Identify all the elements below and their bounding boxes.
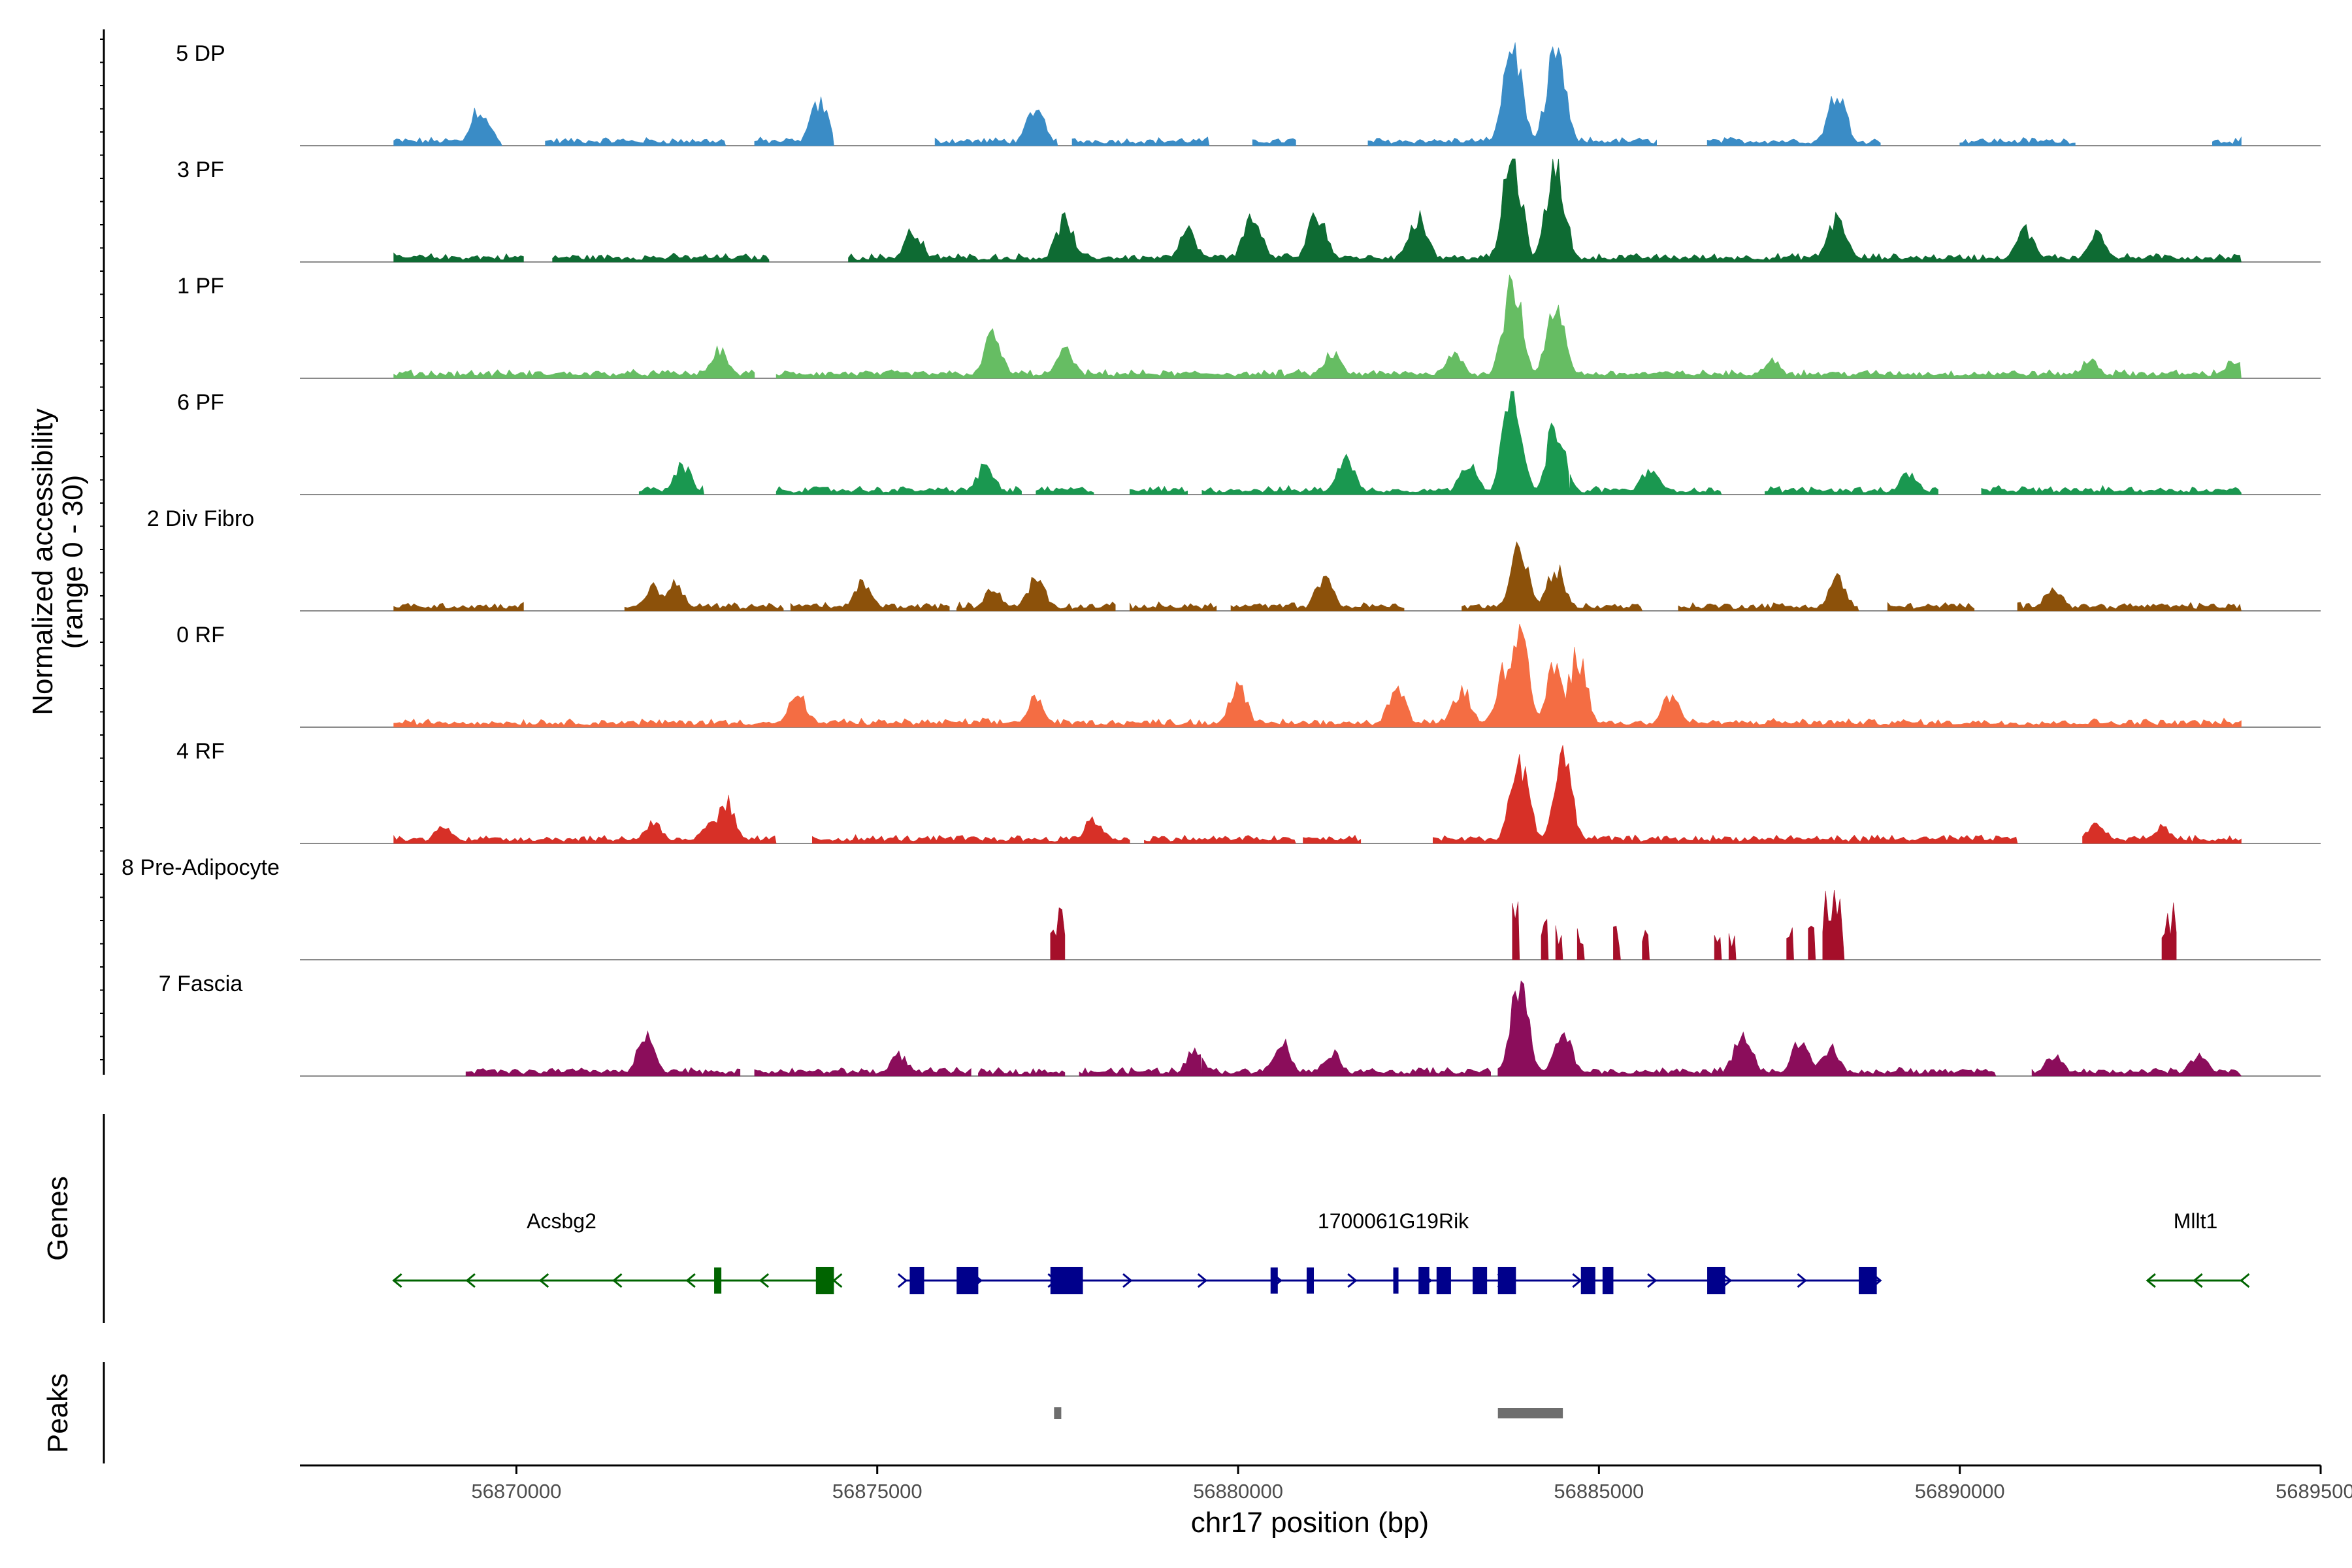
coverage-area [393, 623, 2242, 728]
exon [1306, 1267, 1315, 1294]
coverage-y-ticks [100, 39, 104, 1060]
exon [1497, 1267, 1516, 1294]
strand-arrow [1797, 1273, 1807, 1288]
exon [815, 1267, 834, 1294]
exon [956, 1267, 979, 1294]
strand-arrow [465, 1273, 476, 1288]
track-label: 0 RF [176, 623, 225, 647]
coverage-tracks: 5 DP 3 PF 1 PF 6 PF 2 Div Fibro 0 RF 4 RF 8 Pre… [122, 41, 2321, 1077]
strand-arrow [392, 1273, 402, 1288]
strand-arrow [612, 1273, 623, 1288]
x-tick-label: 56890000 [1915, 1480, 2005, 1503]
exon [1436, 1267, 1451, 1294]
gene-annotation-track: Acsbg2 1700061G19Rik Mllt1 [392, 1209, 2250, 1294]
track-label: 5 DP [176, 41, 225, 66]
track-label: 1 PF [177, 274, 224, 299]
coverage-area [638, 391, 2242, 495]
track-label: 2 Div Fibro [147, 506, 254, 531]
gene-1700061g19rik: 1700061G19Rik [897, 1209, 1882, 1294]
strand-arrow [685, 1273, 696, 1288]
gene-acsbg2: Acsbg2 [392, 1209, 843, 1294]
strand-arrow [2146, 1273, 2156, 1288]
track-7-fascia: 7 Fascia [159, 972, 2321, 1077]
track-label: 7 Fascia [159, 972, 243, 996]
y-axis-title-line2: (range 0 - 30) [57, 475, 89, 649]
exon [1580, 1267, 1595, 1294]
strand-arrow [1572, 1273, 1582, 1288]
track-label: 3 PF [177, 157, 224, 182]
strand-arrow [759, 1273, 770, 1288]
exon [1707, 1267, 1725, 1294]
x-tick-label: 56870000 [471, 1480, 561, 1503]
x-tick-label: 56885000 [1554, 1480, 1644, 1503]
strand-arrow [538, 1273, 549, 1288]
track-label: 4 RF [176, 739, 225, 764]
track-2-div-fibro: 2 Div Fibro [147, 506, 2321, 612]
strand-arrow [897, 1273, 908, 1288]
strand-arrow [832, 1273, 843, 1288]
track-8-pre-adipocyte: 8 Pre-Adipocyte [122, 855, 2321, 960]
strand-arrow [1197, 1273, 1208, 1288]
peak-region [1054, 1407, 1062, 1419]
exon [1418, 1267, 1429, 1294]
coverage-area [393, 158, 2242, 263]
exon [1602, 1267, 1614, 1294]
exon [909, 1267, 924, 1294]
track-0-rf: 0 RF [176, 623, 2321, 728]
coverage-area [393, 541, 2242, 612]
exon [1393, 1267, 1399, 1294]
gene-label: Mllt1 [2174, 1209, 2218, 1233]
x-axis-ticks: 56870000 56875000 56880000 56885000 56890000… [471, 1465, 2352, 1503]
track-3-pf: 3 PF [177, 157, 2321, 263]
exon [1859, 1267, 1877, 1294]
gene-label: 1700061G19Rik [1318, 1209, 1469, 1233]
coverage-area [393, 42, 2242, 146]
x-tick-label: 56875000 [832, 1480, 923, 1503]
track-5-dp: 5 DP [176, 41, 2321, 146]
x-axis-title: chr17 position (bp) [1191, 1507, 1429, 1539]
y-axis-title: Normalized accessibility (range 0 - 30) [27, 408, 89, 715]
strand-arrow [1722, 1273, 1733, 1288]
coverage-area [1050, 889, 2177, 960]
exon [714, 1267, 722, 1294]
strand-arrow [2193, 1273, 2203, 1288]
x-tick-label: 56895000 [2276, 1480, 2352, 1503]
track-label: 6 PF [177, 390, 224, 415]
strand-arrow [1347, 1273, 1358, 1288]
y-axis-title-line1: Normalized accessibility [27, 408, 59, 715]
coverage-area [465, 980, 2242, 1077]
strand-arrow [1647, 1273, 1658, 1288]
gene-mllt1: Mllt1 [2146, 1209, 2250, 1288]
exon [1050, 1267, 1083, 1294]
exon [1270, 1267, 1278, 1294]
strand-arrow [1122, 1273, 1133, 1288]
genes-panel-label: Genes [42, 1176, 74, 1261]
peaks-track [1054, 1407, 1563, 1419]
exon [1473, 1267, 1488, 1294]
track-4-rf: 4 RF [176, 739, 2321, 844]
track-label: 8 Pre-Adipocyte [122, 855, 280, 880]
peaks-panel-label: Peaks [42, 1373, 74, 1453]
x-tick-label: 56880000 [1193, 1480, 1283, 1503]
coverage-area [393, 274, 2242, 379]
gene-label: Acsbg2 [527, 1209, 596, 1233]
track-1-pf: 1 PF [177, 274, 2321, 379]
peak-region [1497, 1408, 1563, 1418]
track-6-pf: 6 PF [177, 390, 2321, 495]
coverage-area [393, 745, 2242, 844]
strand-arrow [2240, 1273, 2250, 1288]
